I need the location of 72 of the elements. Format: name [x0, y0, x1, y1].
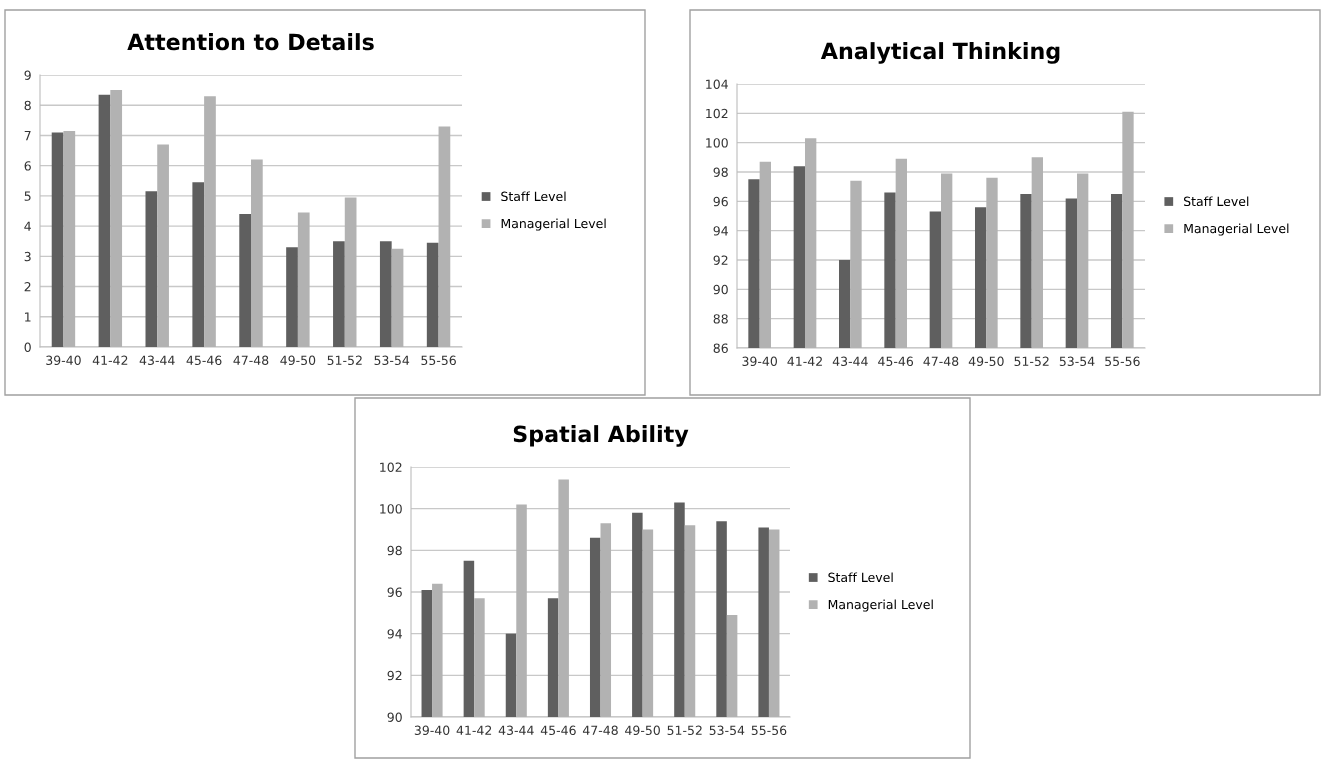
y-tick-label: 100 — [380, 504, 402, 514]
y-tick-label: 7 — [24, 131, 31, 141]
chart-title: Analytical Thinking — [820, 42, 1060, 64]
x-tick-label: 55-56 — [1105, 356, 1140, 367]
bar — [98, 94, 111, 347]
bar — [379, 241, 392, 347]
x-tick-label: 41-42 — [456, 725, 492, 735]
x-tick-label: 39-40 — [414, 725, 450, 736]
y-tick-label: 102 — [380, 462, 402, 472]
x-tick-label: 55-56 — [751, 725, 787, 736]
bar — [239, 214, 251, 347]
bar — [286, 247, 298, 347]
x-tick-label: 45-46 — [186, 355, 222, 366]
x-tick-label: 47-48 — [923, 356, 959, 367]
y-tick-label: 0 — [24, 342, 31, 352]
x-tick-label: 49-50 — [625, 725, 660, 736]
x-tick-label: 53-54 — [709, 725, 745, 736]
y-tick-label: 3 — [24, 251, 31, 262]
legend-label: Staff Level — [501, 191, 566, 202]
y-tick-label: 88 — [713, 314, 728, 324]
bar — [145, 191, 158, 347]
legend-label: Staff Level — [1183, 196, 1249, 207]
legend-label: Managerial Level — [501, 218, 606, 231]
x-tick-label: 43-44 — [139, 355, 175, 366]
legend-label: Managerial Level — [1184, 223, 1289, 236]
x-tick-label: 41-42 — [787, 356, 822, 366]
x-tick-label: 51-52 — [667, 725, 702, 736]
y-tick-label: 8 — [24, 100, 31, 111]
y-tick-label: 6 — [24, 161, 31, 171]
y-tick-label: 92 — [713, 255, 728, 265]
x-tick-label: 39-40 — [46, 355, 81, 366]
y-tick-label: 86 — [713, 343, 728, 353]
x-tick-label: 45-46 — [540, 725, 576, 736]
y-tick-label: 96 — [387, 587, 402, 597]
chart-title: Spatial Ability — [513, 425, 689, 447]
y-tick-label: 1 — [25, 312, 31, 322]
bar — [426, 242, 439, 347]
bar — [192, 182, 205, 347]
x-tick-label: 47-48 — [233, 355, 269, 366]
y-tick-label: 104 — [706, 79, 728, 89]
y-tick-label: 2 — [24, 282, 31, 292]
y-tick-label: 94 — [387, 629, 402, 639]
x-tick-label: 49-50 — [280, 355, 316, 366]
x-tick-label: 41-42 — [92, 355, 128, 365]
x-tick-label: 49-50 — [968, 356, 1004, 367]
x-tick-label: 51-52 — [327, 355, 362, 366]
x-tick-label: 53-54 — [1059, 356, 1095, 367]
x-tick-label: 51-52 — [1014, 356, 1049, 367]
y-tick-label: 9 — [24, 70, 31, 80]
y-tick-label: 94 — [713, 226, 728, 236]
x-tick-label: 55-56 — [421, 355, 456, 366]
x-tick-label: 53-54 — [374, 355, 410, 366]
x-tick-label: 43-44 — [832, 356, 868, 367]
x-tick-label: 43-44 — [498, 725, 534, 736]
x-tick-label: 39-40 — [742, 356, 777, 367]
y-tick-label: 5 — [24, 191, 31, 201]
y-tick-label: 90 — [713, 284, 728, 295]
y-tick-label: 90 — [387, 712, 402, 722]
bar — [333, 241, 345, 347]
y-tick-label: 92 — [387, 670, 402, 681]
y-tick-label: 98 — [713, 167, 728, 177]
legend-label: Managerial Level — [828, 599, 933, 612]
chart-title: Attention to Details — [127, 33, 374, 51]
y-tick-label: 4 — [24, 221, 31, 231]
y-tick-label: 98 — [387, 545, 402, 556]
legend-label: Staff Level — [828, 572, 893, 583]
y-tick-label: 100 — [706, 138, 728, 148]
x-tick-label: 47-48 — [582, 725, 618, 736]
y-tick-label: 102 — [706, 108, 728, 119]
x-tick-label: 45-46 — [878, 356, 914, 367]
y-tick-label: 96 — [713, 196, 728, 207]
bar — [51, 132, 64, 347]
